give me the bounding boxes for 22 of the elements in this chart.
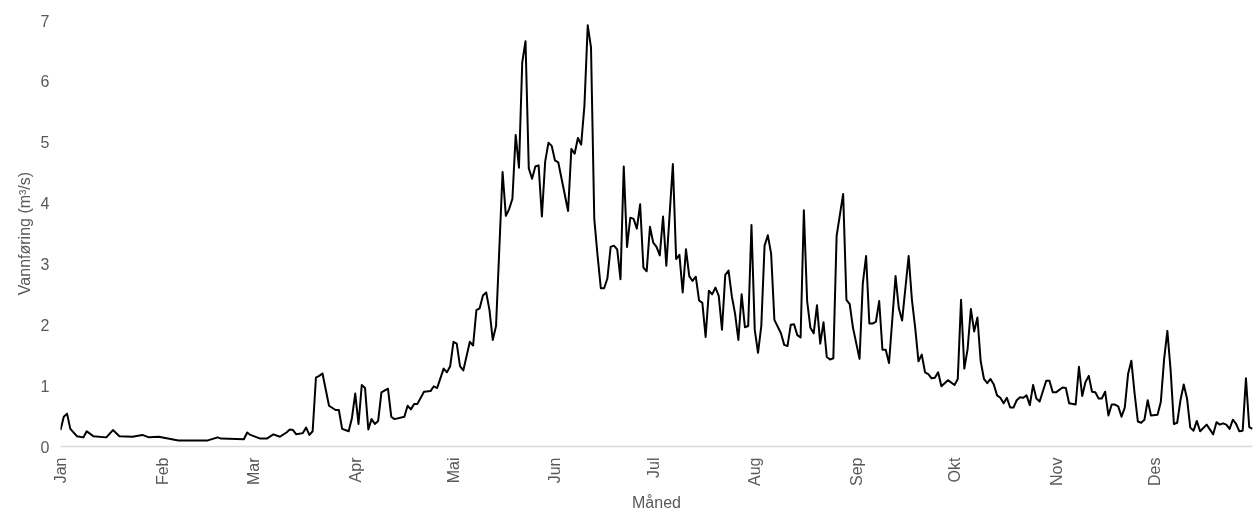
x-tick-label: Jul [644, 457, 662, 478]
y-axis-title: Vannføring (m³/s) [15, 171, 33, 296]
y-tick-label: 7 [40, 12, 50, 30]
y-tick-label: 3 [40, 255, 50, 273]
x-tick-label: Sep [847, 457, 865, 486]
x-tick-label: Mai [444, 457, 462, 484]
y-tick-label: 2 [40, 316, 50, 334]
x-tick-label: Nov [1047, 457, 1065, 486]
x-tick-label: Aug [746, 457, 764, 486]
y-tick-label: 1 [40, 377, 50, 395]
x-tick-label: Feb [153, 457, 171, 486]
x-tick-label: Jun [546, 457, 564, 484]
y-tick-label: 0 [40, 438, 50, 456]
x-tick-label: Apr [346, 456, 364, 483]
x-axis-title: Måned [632, 493, 681, 511]
y-tick-label: 5 [40, 134, 50, 152]
x-tick-label: Jan [52, 457, 69, 484]
x-tick-label: Mar [245, 456, 263, 486]
y-tick-label: 6 [40, 73, 50, 91]
x-tick-label: Okt [946, 456, 963, 483]
x-tick-label: Des [1145, 457, 1163, 486]
y-tick-label: 4 [40, 195, 50, 213]
